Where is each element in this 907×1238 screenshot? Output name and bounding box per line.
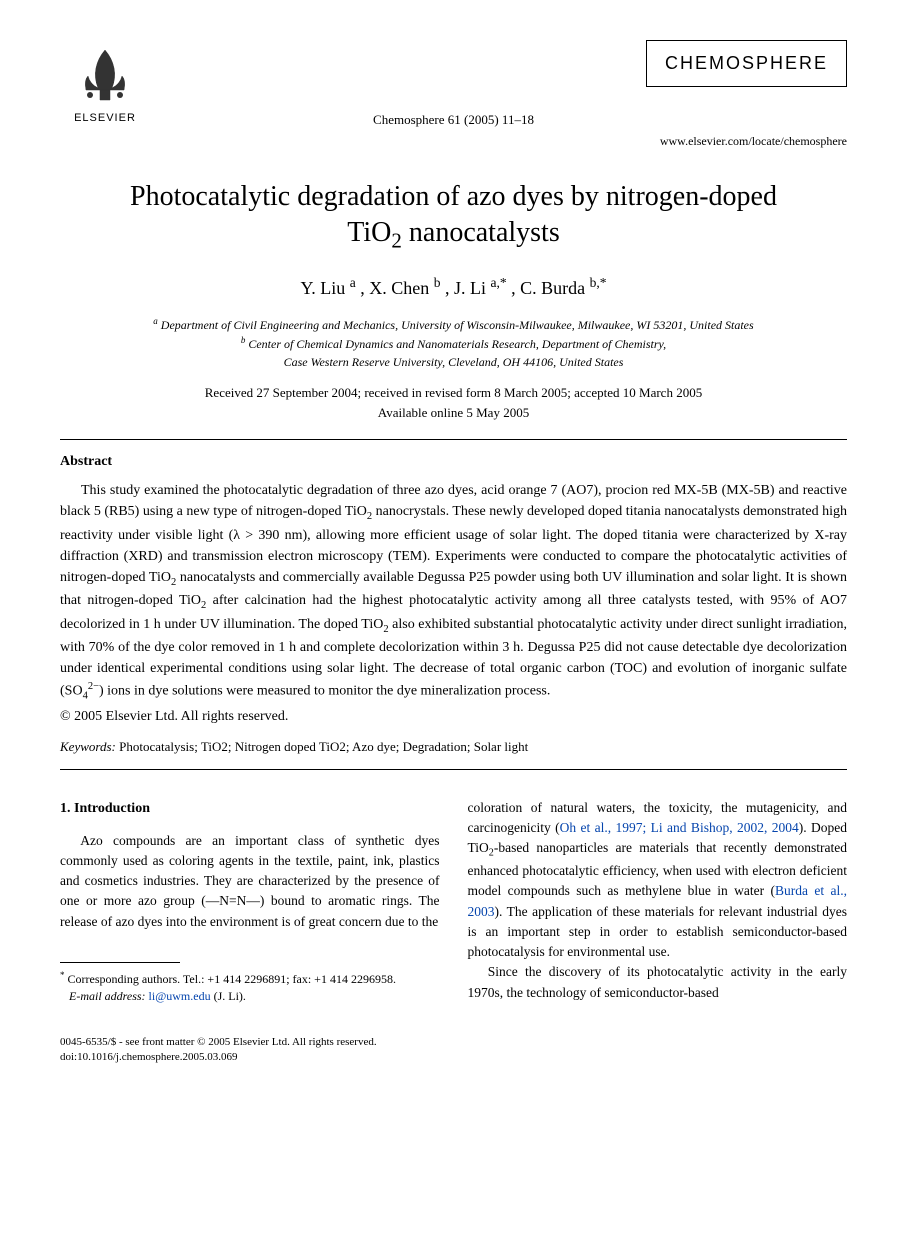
column-right: coloration of natural waters, the toxici… <box>468 798 848 1005</box>
copyright: © 2005 Elsevier Ltd. All rights reserved… <box>60 709 847 725</box>
publisher-logo-block: ELSEVIER <box>60 40 150 124</box>
body-columns: 1. Introduction Azo compounds are an imp… <box>60 798 847 1005</box>
footnote-corresponding: * Corresponding authors. Tel.: +1 414 22… <box>60 969 440 988</box>
article-dates: Received 27 September 2004; received in … <box>60 385 847 401</box>
divider <box>60 439 847 440</box>
footer-line2: doi:10.1016/j.chemosphere.2005.03.069 <box>60 1050 847 1065</box>
email-who: (J. Li). <box>214 989 246 1003</box>
footnote-email: E-mail address: li@uwm.edu (J. Li). <box>60 988 440 1005</box>
author-1-aff: a <box>350 275 356 290</box>
column-left: 1. Introduction Azo compounds are an imp… <box>60 798 440 1005</box>
corresponding-text: Corresponding authors. Tel.: +1 414 2296… <box>68 972 396 986</box>
author-1: Y. Liu <box>301 278 350 298</box>
email-label: E-mail address: <box>69 989 146 1003</box>
author-2: , X. Chen <box>360 278 434 298</box>
abstract-heading: Abstract <box>60 454 847 470</box>
affiliation-a: Department of Civil Engineering and Mech… <box>161 318 754 332</box>
citation-link-1[interactable]: Oh et al., 1997; Li and Bishop, 2002, 20… <box>560 820 799 835</box>
author-4-aff: b,* <box>590 275 607 290</box>
author-list: Y. Liu a , X. Chen b , J. Li a,* , C. Bu… <box>60 275 847 299</box>
author-4: , C. Burda <box>511 278 590 298</box>
affiliations: a Department of Civil Engineering and Me… <box>60 315 847 371</box>
author-3-aff: a,* <box>490 275 506 290</box>
article-title: Photocatalytic degradation of azo dyes b… <box>60 179 847 255</box>
affiliation-b: Center of Chemical Dynamics and Nanomate… <box>248 337 666 351</box>
intro-para-1: Azo compounds are an important class of … <box>60 831 440 932</box>
col2-p1d: ). The application of these materials fo… <box>468 904 848 960</box>
section-1-heading: 1. Introduction <box>60 798 440 819</box>
abstract-text-6: ) ions in dye solutions were measured to… <box>99 684 550 699</box>
title-line2-after: nanocatalysts <box>402 217 560 248</box>
author-3: , J. Li <box>445 278 491 298</box>
available-online: Available online 5 May 2005 <box>60 405 847 421</box>
divider-2 <box>60 769 847 770</box>
elsevier-tree-icon <box>70 40 140 110</box>
title-sub: 2 <box>391 229 402 253</box>
keywords-label: Keywords: <box>60 739 116 754</box>
intro-para-1-cont: coloration of natural waters, the toxici… <box>468 798 848 963</box>
journal-name-box: CHEMOSPHERE <box>646 40 847 87</box>
journal-website[interactable]: www.elsevier.com/locate/chemosphere <box>60 134 847 149</box>
keywords-text: Photocatalysis; TiO2; Nitrogen doped TiO… <box>116 739 528 754</box>
email-link[interactable]: li@uwm.edu <box>146 989 214 1003</box>
intro-para-2: Since the discovery of its photocatalyti… <box>468 962 848 1003</box>
citation: Chemosphere 61 (2005) 11–18 <box>60 112 847 128</box>
title-line2: TiO <box>347 217 391 248</box>
page-footer: 0045-6535/$ - see front matter © 2005 El… <box>60 1035 847 1066</box>
footnote-rule <box>60 962 180 963</box>
keywords: Keywords: Photocatalysis; TiO2; Nitrogen… <box>60 739 847 755</box>
affiliation-b2: Case Western Reserve University, Clevela… <box>284 355 624 369</box>
journal-name: CHEMOSPHERE <box>665 53 828 74</box>
footer-line1: 0045-6535/$ - see front matter © 2005 El… <box>60 1035 847 1050</box>
publisher-name: ELSEVIER <box>74 112 136 124</box>
author-2-aff: b <box>434 275 441 290</box>
title-line1: Photocatalytic degradation of azo dyes b… <box>130 181 777 212</box>
abstract-body: This study examined the photocatalytic d… <box>60 480 847 704</box>
